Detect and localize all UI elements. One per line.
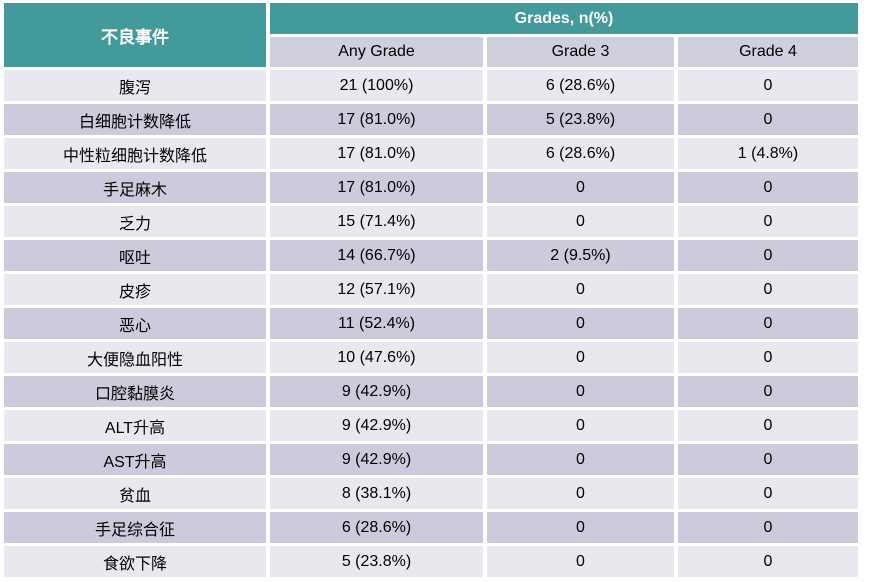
any-grade-cell: 14 (66.7%) xyxy=(270,240,483,271)
event-cell: ALT升高 xyxy=(4,410,266,441)
grade-4-cell: 0 xyxy=(678,478,858,509)
grade-3-column-header: Grade 3 xyxy=(487,37,674,67)
grade-4-cell: 0 xyxy=(678,512,858,543)
grade-3-cell: 0 xyxy=(487,478,674,509)
event-cell: 口腔黏膜炎 xyxy=(4,376,266,407)
table-row: 大便隐血阳性 10 (47.6%) 0 0 xyxy=(4,342,858,373)
table-row: 腹泻 21 (100%) 6 (28.6%) 0 xyxy=(4,70,858,101)
grade-3-cell: 0 xyxy=(487,172,674,203)
grade-3-cell: 0 xyxy=(487,274,674,305)
any-grade-cell: 12 (57.1%) xyxy=(270,274,483,305)
grade-4-cell: 0 xyxy=(678,376,858,407)
grade-4-cell: 0 xyxy=(678,70,858,101)
any-grade-cell: 6 (28.6%) xyxy=(270,512,483,543)
table-row: ALT升高 9 (42.9%) 0 0 xyxy=(4,410,858,441)
any-grade-cell: 9 (42.9%) xyxy=(270,376,483,407)
grade-3-cell: 5 (23.8%) xyxy=(487,104,674,135)
grade-4-cell: 0 xyxy=(678,206,858,237)
any-grade-cell: 11 (52.4%) xyxy=(270,308,483,339)
grade-3-cell: 0 xyxy=(487,512,674,543)
grade-4-cell: 0 xyxy=(678,410,858,441)
event-cell: 白细胞计数降低 xyxy=(4,104,266,135)
table-row: 中性粒细胞计数降低 17 (81.0%) 6 (28.6%) 1 (4.8%) xyxy=(4,138,858,169)
table-row: 贫血 8 (38.1%) 0 0 xyxy=(4,478,858,509)
table-row: 白细胞计数降低 17 (81.0%) 5 (23.8%) 0 xyxy=(4,104,858,135)
any-grade-cell: 17 (81.0%) xyxy=(270,138,483,169)
table-row: 食欲下降 5 (23.8%) 0 0 xyxy=(4,546,858,577)
table-row: AST升高 9 (42.9%) 0 0 xyxy=(4,444,858,475)
table-header: 不良事件 Grades, n(%) Any Grade Grade 3 Grad… xyxy=(4,3,858,67)
grade-3-cell: 2 (9.5%) xyxy=(487,240,674,271)
grade-4-cell: 0 xyxy=(678,104,858,135)
any-grade-cell: 8 (38.1%) xyxy=(270,478,483,509)
any-grade-cell: 15 (71.4%) xyxy=(270,206,483,237)
grade-3-cell: 0 xyxy=(487,308,674,339)
grade-4-cell: 0 xyxy=(678,342,858,373)
table-row: 手足麻木 17 (81.0%) 0 0 xyxy=(4,172,858,203)
grade-3-cell: 6 (28.6%) xyxy=(487,70,674,101)
any-grade-cell: 9 (42.9%) xyxy=(270,410,483,441)
any-grade-cell: 5 (23.8%) xyxy=(270,546,483,577)
any-grade-cell: 17 (81.0%) xyxy=(270,172,483,203)
grade-4-cell: 0 xyxy=(678,274,858,305)
event-cell: 手足麻木 xyxy=(4,172,266,203)
grade-4-column-header: Grade 4 xyxy=(678,37,858,67)
grade-3-cell: 0 xyxy=(487,444,674,475)
table-row: 呕吐 14 (66.7%) 2 (9.5%) 0 xyxy=(4,240,858,271)
grade-3-cell: 0 xyxy=(487,546,674,577)
event-cell: 大便隐血阳性 xyxy=(4,342,266,373)
grade-4-cell: 1 (4.8%) xyxy=(678,138,858,169)
grade-4-cell: 0 xyxy=(678,240,858,271)
table-body: 腹泻 21 (100%) 6 (28.6%) 0 白细胞计数降低 17 (81.0%) 5 … xyxy=(4,70,858,577)
any-grade-cell: 9 (42.9%) xyxy=(270,444,483,475)
event-cell: 腹泻 xyxy=(4,70,266,101)
subheader-row: Any Grade Grade 3 Grade 4 xyxy=(4,37,858,67)
adverse-event-column-header: 不良事件 xyxy=(4,3,266,67)
event-cell: 贫血 xyxy=(4,478,266,509)
grade-4-cell: 0 xyxy=(678,172,858,203)
group-header-row: 不良事件 Grades, n(%) xyxy=(4,3,858,67)
event-cell: 食欲下降 xyxy=(4,546,266,577)
event-cell: 手足综合征 xyxy=(4,512,266,543)
event-cell: AST升高 xyxy=(4,444,266,475)
grade-4-cell: 0 xyxy=(678,444,858,475)
event-cell: 皮疹 xyxy=(4,274,266,305)
grade-3-cell: 0 xyxy=(487,410,674,441)
event-cell: 中性粒细胞计数降低 xyxy=(4,138,266,169)
table-row: 乏力 15 (71.4%) 0 0 xyxy=(4,206,858,237)
any-grade-cell: 21 (100%) xyxy=(270,70,483,101)
grade-3-cell: 0 xyxy=(487,376,674,407)
event-cell: 恶心 xyxy=(4,308,266,339)
any-grade-column-header: Any Grade xyxy=(270,37,483,67)
any-grade-cell: 17 (81.0%) xyxy=(270,104,483,135)
table-row: 口腔黏膜炎 9 (42.9%) 0 0 xyxy=(4,376,858,407)
grade-3-cell: 0 xyxy=(487,206,674,237)
event-cell: 乏力 xyxy=(4,206,266,237)
any-grade-cell: 10 (47.6%) xyxy=(270,342,483,373)
table-row: 恶心 11 (52.4%) 0 0 xyxy=(4,308,858,339)
grades-group-header: Grades, n(%) xyxy=(270,3,858,34)
grade-4-cell: 0 xyxy=(678,546,858,577)
event-cell: 呕吐 xyxy=(4,240,266,271)
grade-3-cell: 6 (28.6%) xyxy=(487,138,674,169)
table-row: 皮疹 12 (57.1%) 0 0 xyxy=(4,274,858,305)
grade-3-cell: 0 xyxy=(487,342,674,373)
grade-4-cell: 0 xyxy=(678,308,858,339)
table-row: 手足综合征 6 (28.6%) 0 0 xyxy=(4,512,858,543)
